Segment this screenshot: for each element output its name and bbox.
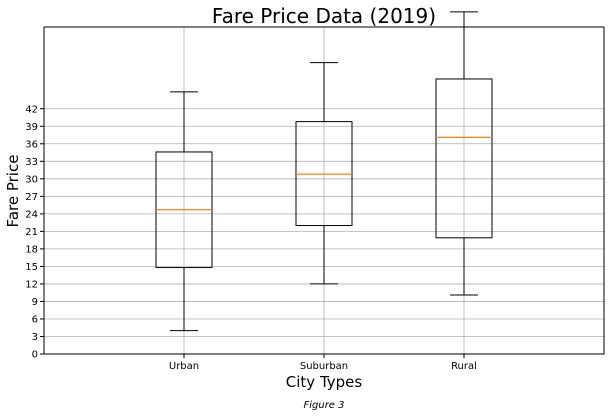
y-tick-label: 30	[25, 174, 38, 185]
y-tick-label: 0	[32, 350, 38, 361]
y-tick-label: 21	[25, 227, 38, 238]
box-rural	[435, 11, 493, 296]
y-tick-label: 42	[25, 104, 38, 115]
box-series	[155, 11, 493, 332]
y-tick-label: 6	[32, 314, 38, 325]
x-tick-label: Rural	[451, 361, 477, 372]
y-axis-label: Fare Price	[4, 155, 22, 228]
x-axis-ticks: Urban Suburban Rural	[169, 354, 477, 372]
box-suburban	[295, 62, 353, 285]
y-tick-label: 3	[32, 332, 38, 343]
y-tick-label: 15	[25, 262, 38, 273]
y-tick-label: 24	[25, 209, 38, 220]
chart-title: Fare Price Data (2019)	[212, 4, 436, 28]
y-tick-label: 18	[25, 244, 38, 255]
y-tick-label: 33	[25, 157, 38, 168]
x-tick-label: Urban	[169, 361, 199, 372]
x-axis-label: City Types	[286, 373, 363, 391]
y-tick-label: 27	[25, 192, 38, 203]
y-tick-label: 9	[32, 297, 38, 308]
figure-caption: Figure 3	[303, 400, 344, 411]
y-tick-label: 39	[25, 122, 38, 133]
y-tick-label: 12	[25, 279, 38, 290]
y-tick-label: 36	[25, 139, 38, 150]
x-tick-label: Suburban	[300, 361, 348, 372]
iqr-box	[435, 78, 493, 239]
box-urban	[155, 91, 213, 332]
